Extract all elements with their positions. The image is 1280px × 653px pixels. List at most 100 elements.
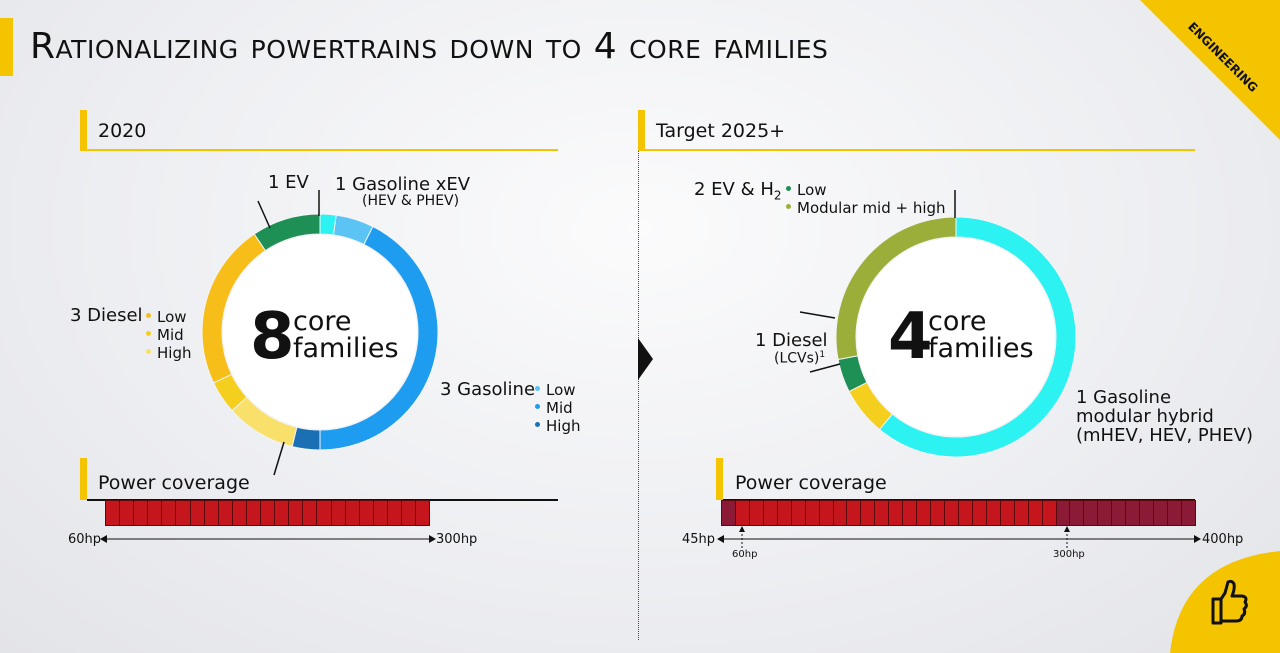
gasoline-low-item: Low	[535, 381, 580, 399]
right-core: core	[928, 306, 987, 337]
diesel-high-text: High	[157, 344, 192, 362]
donut-chart-2025	[835, 216, 1077, 458]
power-bar-cell	[931, 501, 945, 525]
power-bar-cell	[190, 501, 205, 525]
power-bar-cell	[134, 501, 149, 525]
right-power-label: Power coverage	[735, 472, 887, 494]
right-power-bar	[721, 500, 1196, 526]
ev-low-text: Low	[797, 181, 827, 199]
right-hp-arrow	[717, 535, 1201, 543]
right-power-accent	[716, 458, 723, 500]
power-bar-cell	[1000, 501, 1015, 525]
power-bar-cell	[232, 501, 247, 525]
power-bar-cell	[1028, 501, 1043, 525]
right-gasoline-line1: 1 Gasoline	[1076, 387, 1172, 408]
right-ev-legend: Low Modular mid + high	[786, 181, 946, 217]
power-bar-cell	[1112, 501, 1127, 525]
power-bar-cell	[275, 501, 290, 525]
power-bar-cell	[1084, 501, 1099, 525]
power-bar-cell	[373, 501, 388, 525]
diesel-mid-text: Mid	[157, 326, 184, 344]
thumbs-up-icon	[1211, 579, 1248, 625]
power-bar-cell	[162, 501, 177, 525]
power-bar-cell	[345, 501, 360, 525]
right-ev-label: 2 EV & H2	[694, 179, 782, 203]
donut-chart-2020	[201, 213, 439, 451]
power-bar-cell	[903, 501, 918, 525]
right-hp-mark2: 300hp	[1053, 549, 1085, 560]
left-section-title: 2020	[98, 120, 147, 142]
power-bar-cell	[303, 501, 318, 525]
left-diesel-legend: Low Mid High	[146, 308, 191, 362]
thumbs-up-corner	[1170, 551, 1280, 653]
gasoline-mid-item: Mid	[535, 399, 580, 417]
power-bar-cell	[1181, 501, 1195, 525]
right-gasoline-label: 1 Gasoline modular hybrid (mHEV, HEV, PH…	[1076, 388, 1253, 445]
ev-low-item: Low	[786, 181, 946, 199]
gasoline-low-text: Low	[546, 381, 576, 399]
left-gasoline-label: 3 Gasoline	[440, 379, 536, 400]
left-core: core	[293, 306, 352, 337]
power-bar-cell	[791, 501, 806, 525]
ev-modular-item: Modular mid + high	[786, 199, 946, 217]
power-bar-cell	[218, 501, 233, 525]
power-bar-cell	[204, 501, 219, 525]
power-bar-cell	[861, 501, 876, 525]
left-section-accent	[80, 110, 87, 151]
right-section-title: Target 2025+	[656, 120, 786, 142]
left-gasoline-xev-sub: (HEV & PHEV)	[362, 193, 460, 209]
left-power-line	[87, 499, 558, 501]
left-diesel-label: 3 Diesel	[70, 305, 143, 326]
power-bar-cell	[1056, 501, 1071, 525]
power-bar-cell	[1140, 501, 1155, 525]
diesel-mid-item: Mid	[146, 326, 191, 344]
diesel-low-text: Low	[157, 308, 187, 326]
power-bar-cell	[148, 501, 163, 525]
donut-center	[857, 238, 1055, 436]
power-bar-cell	[1014, 501, 1029, 525]
power-bar-cell	[958, 501, 973, 525]
power-bar-cell	[722, 501, 736, 525]
power-bar-cell	[945, 501, 959, 525]
left-ev-label: 1 EV	[268, 172, 309, 193]
left-hp-max: 300hp	[436, 532, 478, 547]
right-diesel-sub-wrap: (LCVs)1	[774, 350, 825, 367]
diesel-low-item: Low	[146, 308, 191, 326]
power-bar-cell	[289, 501, 304, 525]
power-bar-cell	[819, 501, 834, 525]
right-ev-sub: 2	[773, 188, 782, 203]
left-count: 8	[250, 300, 295, 374]
left-hp-arrow	[100, 535, 436, 543]
power-bar-cell	[749, 501, 764, 525]
gasoline-mid-text: Mid	[546, 399, 573, 417]
power-bar-cell	[106, 501, 121, 525]
left-families: families	[293, 333, 399, 364]
title-text: Rationalizing powertrains down to 4 core…	[30, 26, 829, 67]
right-gasoline-line3: (mHEV, HEV, PHEV)	[1076, 425, 1253, 446]
left-power-accent	[80, 458, 87, 500]
power-bar-cell	[1098, 501, 1113, 525]
right-hp-mark1: 60hp	[732, 549, 758, 560]
right-power-line	[723, 499, 1195, 501]
gasoline-high-text: High	[546, 417, 581, 435]
left-section-line	[87, 149, 558, 151]
power-bar-cell	[401, 501, 417, 525]
power-bar-cell	[1126, 501, 1141, 525]
power-bar-cell	[875, 501, 890, 525]
donut-segment-ev	[253, 213, 321, 252]
power-bar-cell	[833, 501, 848, 525]
left-gasoline-xev-label: 1 Gasoline xEV	[335, 174, 471, 195]
engineering-ribbon: ENGINEERING	[1140, 0, 1280, 140]
donut-segment-gasoline-modular-hybrid	[878, 216, 1077, 458]
power-bar-cell	[805, 501, 820, 525]
power-bar-cell	[359, 501, 374, 525]
right-diesel-label: 1 Diesel	[755, 330, 828, 351]
right-hp-max: 400hp	[1202, 532, 1244, 547]
power-bar-cell	[917, 501, 932, 525]
right-count: 4	[888, 300, 933, 374]
power-bar-cell	[120, 501, 135, 525]
power-bar-cell	[246, 501, 262, 525]
power-bar-cell	[416, 501, 430, 525]
right-hp-min: 45hp	[682, 532, 716, 547]
